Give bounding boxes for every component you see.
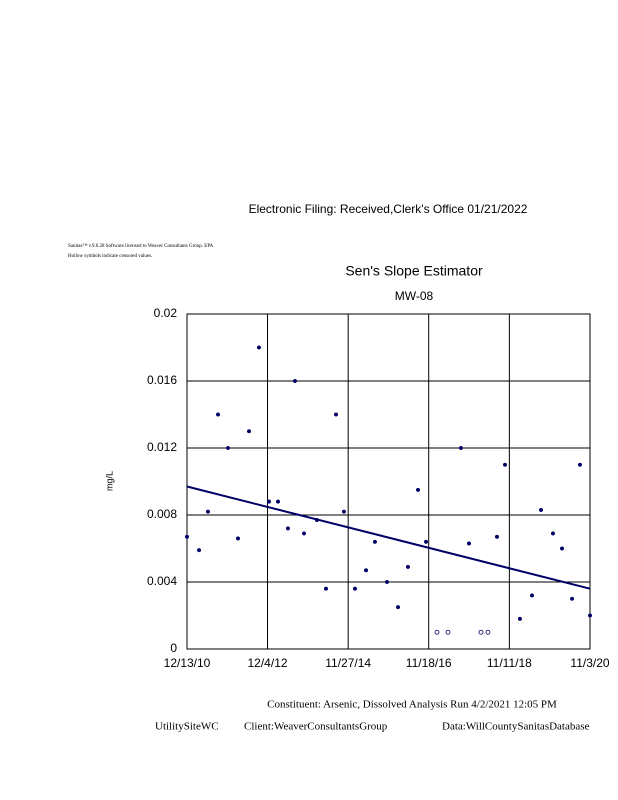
x-tick-label: 11/27/14 [325, 656, 371, 670]
header: Electronic Filing: Received,Clerk's Offi… [249, 202, 528, 216]
data-point [285, 526, 290, 531]
y-tick-label: 0.02 [154, 306, 178, 320]
x-tick-label: 12/13/10 [164, 656, 211, 670]
chart-title: Sen's Slope Estimator [345, 263, 483, 279]
data-point [314, 517, 319, 523]
data-point [352, 586, 358, 591]
footer: Data:WillCountySanitasDatabase [442, 721, 590, 733]
data-point [184, 534, 190, 539]
data-point [384, 579, 390, 585]
footer: Client:WeaverConsultantsGroup [244, 721, 388, 733]
data-point [458, 445, 463, 451]
trend-line [186, 485, 591, 590]
data-point [559, 546, 565, 551]
note: Hollow symbols indicate censored values. [68, 254, 152, 259]
data-point [587, 613, 593, 618]
data-point [529, 593, 535, 598]
y-tick-label: 0.012 [147, 440, 177, 454]
data-point [292, 378, 298, 384]
data-point [341, 509, 346, 514]
data-point [333, 412, 339, 417]
censored-point [445, 629, 451, 635]
censored-point [478, 629, 484, 635]
data-point [569, 596, 575, 601]
data-point [538, 507, 544, 513]
data-point [415, 487, 421, 492]
y-tick-label: 0.004 [147, 574, 177, 588]
data-point [363, 568, 369, 573]
y-axis-label: mg/L [104, 471, 114, 491]
y-tick-label: 0.008 [147, 507, 177, 521]
data-point [196, 548, 202, 553]
data-point [405, 564, 411, 569]
data-point [256, 345, 261, 350]
x-tick-label: 11/3/20 [570, 656, 609, 670]
data-point [517, 616, 523, 621]
data-point [494, 534, 500, 539]
data-point [266, 499, 272, 504]
data-point [205, 509, 211, 514]
x-tick-label: 11/18/16 [406, 656, 452, 670]
data-point [550, 531, 556, 536]
footer: UtilitySiteWC [155, 721, 219, 733]
censored-point [485, 629, 491, 635]
chart-subtitle: MW-08 [395, 289, 434, 303]
data-point [246, 429, 252, 434]
data-point [215, 412, 221, 417]
data-point [395, 605, 401, 610]
data-point [301, 531, 307, 536]
data-point [275, 499, 281, 504]
plot-frame [186, 313, 591, 650]
y-tick-label: 0 [170, 641, 177, 655]
data-point [235, 536, 241, 541]
data-point [577, 462, 583, 467]
data-point [323, 586, 329, 591]
data-point [225, 445, 231, 451]
data-point [372, 539, 377, 544]
x-tick-label: 12/4/12 [248, 656, 288, 670]
data-point [502, 462, 508, 467]
y-tick-label: 0.016 [147, 373, 177, 387]
data-point [466, 541, 472, 546]
x-tick-label: 11/11/18 [487, 656, 532, 670]
footer: Constituent: Arsenic, Dissolved Analysis… [267, 699, 557, 711]
data-point [423, 539, 429, 544]
note: Sanitas™ v.9.6.28 Software licensed to W… [68, 243, 214, 249]
censored-point [434, 629, 440, 635]
